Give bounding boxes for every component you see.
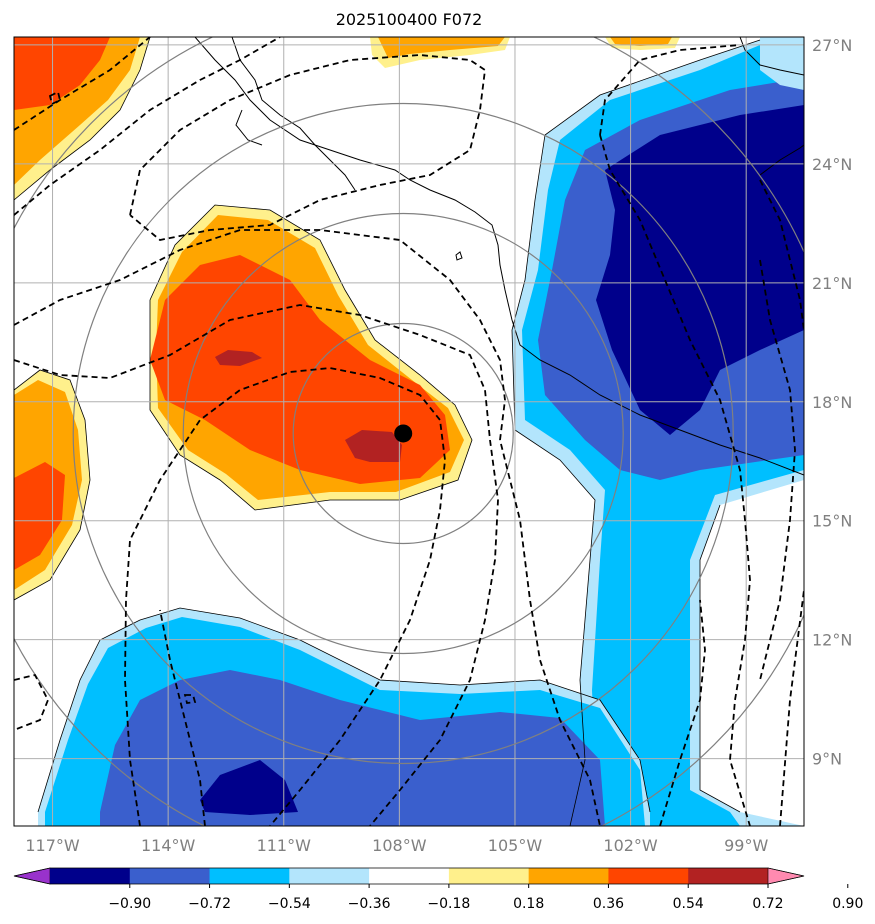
colorbar-tick-label: 0.72 (752, 896, 783, 912)
pos-top-054 (378, 37, 505, 58)
dashed-contours (14, 37, 804, 826)
colorbar-tick-label: −0.18 (427, 896, 470, 912)
lon-tick-label: 105°W (488, 836, 543, 855)
range-ring (292, 322, 514, 545)
map-title: 2025100400 F072 (335, 10, 483, 29)
neg-top-right-036 (760, 37, 804, 90)
lon-tick-label: 99°W (724, 836, 768, 855)
colorbar-segment (289, 868, 370, 884)
field-edges (14, 37, 761, 826)
lon-tick-label: 114°W (141, 836, 196, 855)
neg-east-090 (596, 105, 804, 435)
pos-center-090-a (345, 430, 402, 462)
lon-tick-label: 111°W (257, 836, 312, 855)
colorbar-segment (608, 868, 689, 884)
colorbar-segment (50, 868, 131, 884)
colorbar-segment (688, 868, 769, 884)
colorbar-segment (528, 868, 609, 884)
lat-tick-label: 15°N (812, 512, 852, 531)
pos-center-072 (150, 255, 450, 484)
pos-nw-072 (14, 37, 110, 110)
pos-center-090-b (215, 350, 262, 366)
lon-tick-label: 102°W (603, 836, 658, 855)
lat-tick-label: 24°N (812, 155, 852, 174)
colorbar-segment (209, 868, 290, 884)
colorbar-tick-label: −0.36 (348, 896, 391, 912)
range-ring (72, 102, 734, 765)
coastline-gulf (739, 37, 804, 76)
longitude-ticks: 117°W 114°W 111°W 108°W 105°W 102°W 99°W (25, 836, 768, 855)
colorbar-tick-label: −0.72 (188, 896, 231, 912)
colorbar-segment (448, 868, 530, 884)
coastline-mainland (194, 37, 804, 476)
lon-tick-label: 117°W (25, 836, 80, 855)
map-field (14, 37, 804, 826)
lon-tick-label: 108°W (372, 836, 427, 855)
coastline-ne (759, 144, 804, 176)
lat-tick-label: 18°N (812, 393, 852, 412)
colorbar-tick-label: 0.54 (673, 896, 704, 912)
colorbar: −0.90 −0.72 −0.54 −0.36 −0.18 0.18 0.36 0.54 0.7… (13, 867, 863, 912)
colorbar-segment (129, 868, 211, 884)
colorbar-under-arrow (13, 867, 51, 885)
colorbar-over-arrow (767, 867, 805, 885)
colorbar-tick-label: 0.36 (593, 896, 624, 912)
lat-tick-label: 12°N (812, 631, 852, 650)
lat-tick-label: 9°N (812, 750, 842, 769)
map-frame (13, 36, 805, 827)
neg-south-090 (200, 760, 298, 815)
colorbar-segment (369, 868, 450, 884)
range-rings (14, 37, 804, 826)
coastline-baja (231, 37, 356, 191)
colorbar-tick-label: 0.18 (513, 896, 544, 912)
latitude-ticks: 9°N 12°N 15°N 18°N 21°N 24°N 27°N (812, 36, 852, 769)
storm-center-marker (394, 424, 413, 443)
colorbar-tick-label: −0.54 (268, 896, 311, 912)
colorbar-outline (13, 867, 805, 885)
range-ring (182, 212, 624, 655)
pos-top-right-054 (610, 37, 672, 46)
coastline-island (455, 251, 463, 261)
colorbar-tick-label: −0.90 (108, 896, 151, 912)
lat-tick-label: 27°N (812, 36, 852, 55)
colorbar-tick-label: 0.90 (832, 896, 863, 912)
lat-tick-label: 21°N (812, 274, 852, 293)
